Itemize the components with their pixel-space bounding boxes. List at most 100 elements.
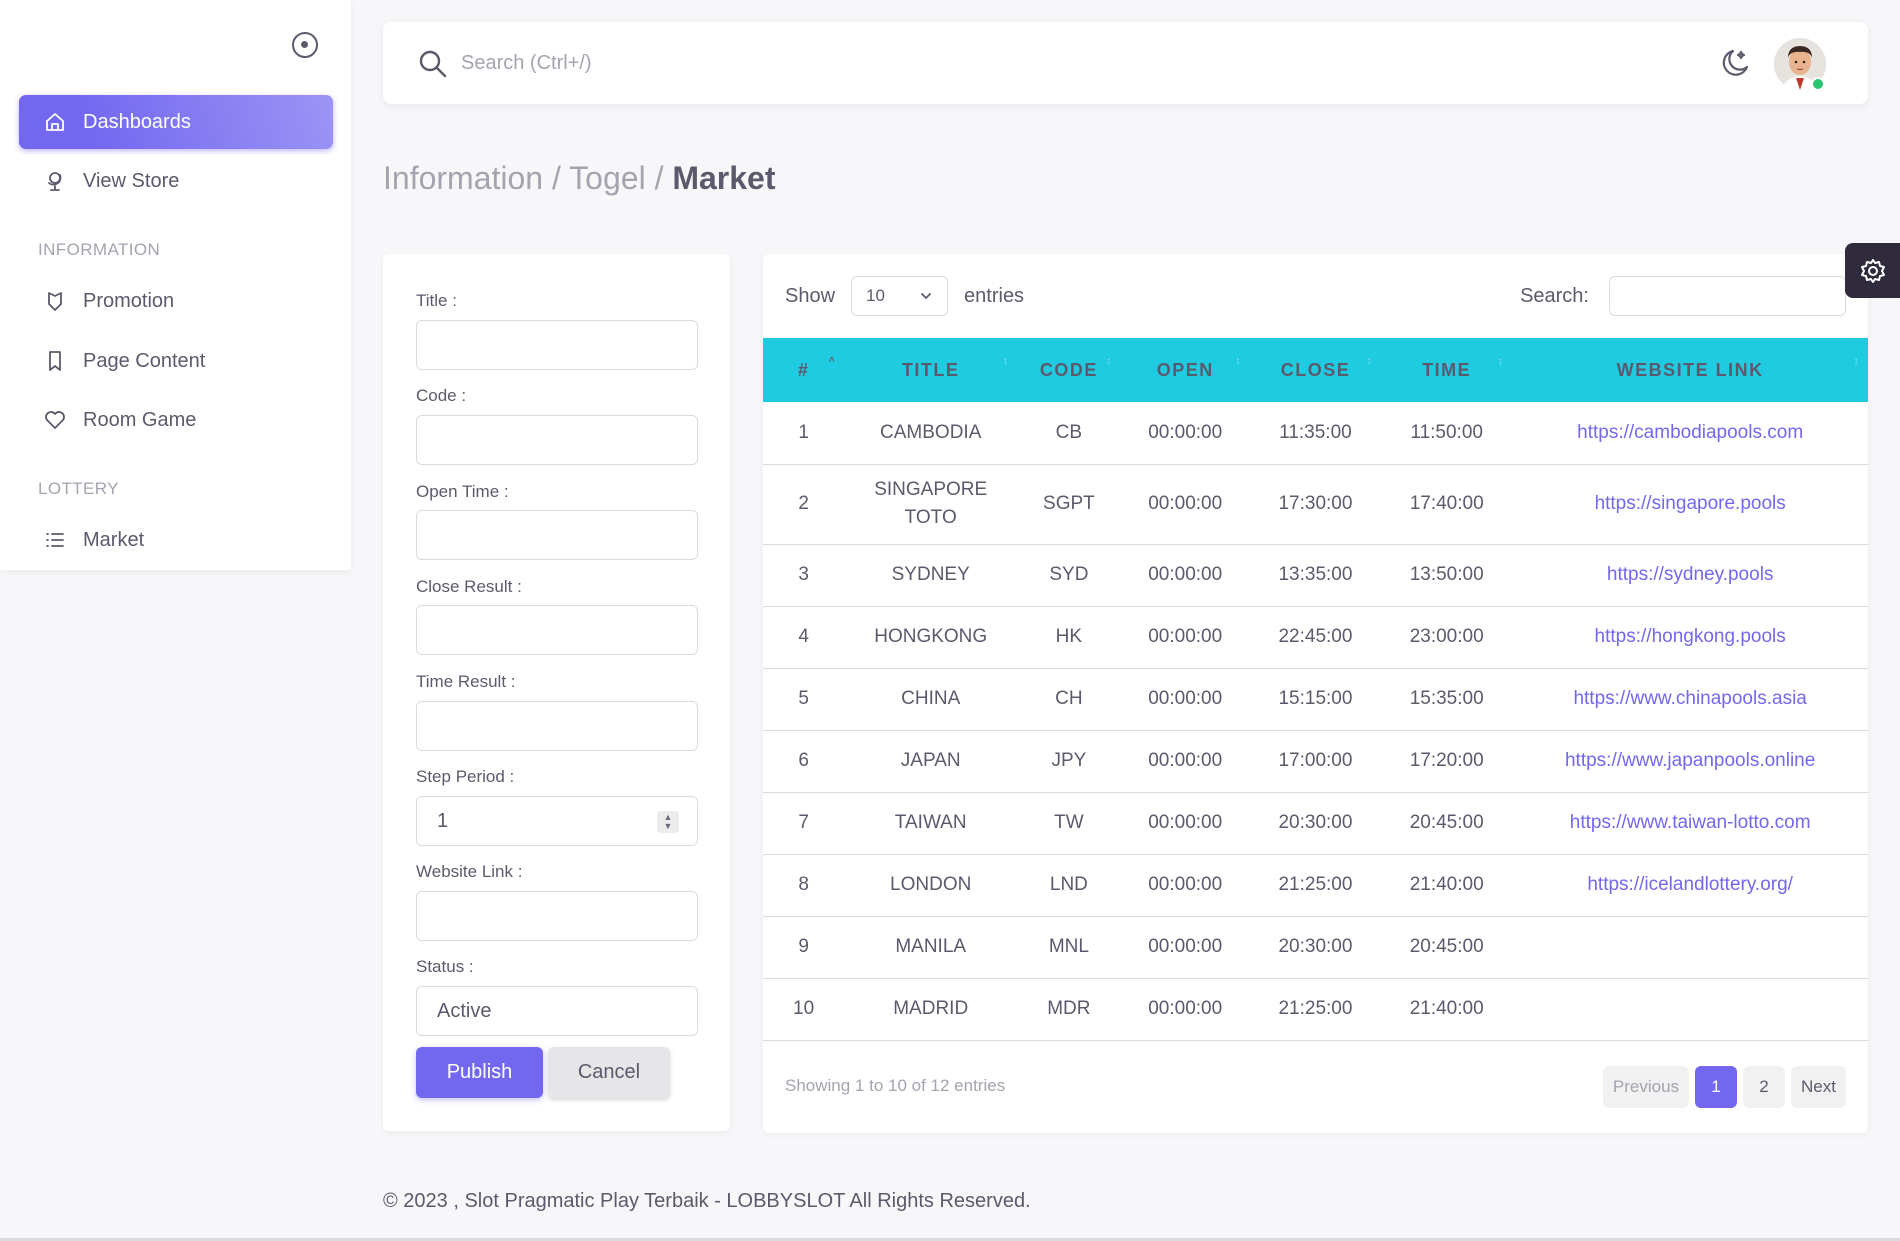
sidebar-item-label: Market [83, 528, 145, 551]
column-header-close[interactable]: CLOSE ↕ [1280, 356, 1374, 380]
top-navbar [383, 22, 1868, 104]
pagination-previous[interactable]: Previous [1602, 1066, 1690, 1108]
show-label: Show [785, 284, 836, 307]
breadcrumb-path: Information / Togel / [383, 160, 673, 196]
cell-code: SGPT [1017, 464, 1121, 545]
column-header-open[interactable]: OPEN ↕ [1156, 356, 1242, 380]
cell-open: 00:00:00 [1120, 402, 1250, 465]
time-result-label: Time Result : [416, 672, 516, 691]
sort-icon: ↕ [1853, 356, 1860, 367]
sidebar-item-market[interactable]: Market [19, 513, 333, 567]
cell-code: HK [1017, 606, 1121, 669]
cell-open: 00:00:00 [1120, 730, 1250, 793]
cell-website-link: https://sydney.pools [1512, 544, 1868, 607]
website-link[interactable]: https://singapore.pools [1594, 493, 1786, 514]
cell-time: 21:40:00 [1381, 978, 1513, 1041]
moon-icon[interactable] [1718, 46, 1752, 80]
sidebar-item-dashboards[interactable]: Dashboards [19, 95, 333, 149]
market-table-card: Show 10 entries Search: # ^ TITLE ↕ CODE ↕ … [763, 254, 1868, 1133]
cell-open: 00:00:00 [1120, 606, 1250, 669]
table-row: 5 CHINA CH 00:00:00 15:15:00 15:35:00 https://… [763, 668, 1868, 731]
sidebar-item-page-content[interactable]: Page Content [19, 334, 333, 388]
cell-title: SYDNEY [844, 544, 1018, 607]
website-link[interactable]: https://hongkong.pools [1594, 626, 1786, 647]
column-header-index[interactable]: # ^ [797, 356, 837, 380]
table-row: 6 JAPAN JPY 00:00:00 17:00:00 17:20:00 https:/… [763, 730, 1868, 793]
status-select[interactable]: Active [416, 986, 698, 1036]
pagination-next[interactable]: Next [1791, 1066, 1846, 1108]
table-row: 1 CAMBODIA CB 00:00:00 11:35:00 11:50:00 https… [763, 402, 1868, 465]
cell-time: 17:20:00 [1381, 730, 1513, 793]
list-icon [43, 528, 67, 552]
cell-website-link: https://icelandlottery.org/ [1512, 854, 1868, 917]
cell-time: 17:40:00 [1381, 464, 1513, 545]
search-icon[interactable] [417, 48, 449, 80]
sidebar-item-label: Promotion [83, 289, 175, 312]
open-time-label: Open Time : [416, 482, 509, 501]
shield-icon [43, 289, 67, 313]
cell-close: 20:30:00 [1249, 916, 1382, 979]
globe-stand-icon [43, 169, 67, 193]
cell-close: 22:45:00 [1249, 606, 1382, 669]
cell-website-link: https://www.chinapools.asia [1512, 668, 1868, 731]
sidebar-item-label: Page Content [83, 349, 206, 372]
step-period-field[interactable]: 1 ▲ ▼ [416, 796, 698, 846]
open-time-field[interactable] [416, 510, 698, 560]
cell-time: 20:45:00 [1381, 916, 1513, 979]
cell-index: 8 [763, 854, 845, 917]
close-result-field[interactable] [416, 605, 698, 655]
cell-close: 21:25:00 [1249, 854, 1382, 917]
table-row: 2 SINGAPORE TOTO SGPT 00:00:00 17:30:00 17:40… [763, 464, 1868, 545]
section-header-lottery: LOTTERY [38, 479, 119, 498]
table-row: 8 LONDON LND 00:00:00 21:25:00 21:40:00 https:… [763, 854, 1868, 917]
cell-close: 17:00:00 [1249, 730, 1382, 793]
pagination-page-2[interactable]: 2 [1743, 1066, 1786, 1108]
cancel-button[interactable]: Cancel [548, 1047, 670, 1098]
sidebar-toggle-icon[interactable] [292, 32, 318, 58]
title-label: Title : [416, 291, 457, 310]
time-result-field[interactable] [416, 701, 698, 751]
page-title: Market [672, 160, 776, 196]
close-result-label: Close Result : [416, 577, 522, 596]
website-link[interactable]: https://sydney.pools [1606, 564, 1774, 585]
step-period-label: Step Period : [416, 767, 515, 786]
cell-code: JPY [1017, 730, 1121, 793]
pagination-page-1[interactable]: 1 [1695, 1066, 1738, 1108]
number-stepper-icon[interactable]: ▲ ▼ [657, 811, 679, 833]
column-header-time[interactable]: TIME ↕ [1422, 356, 1505, 380]
cell-website-link: https://hongkong.pools [1512, 606, 1868, 669]
website-link[interactable]: https://www.taiwan-lotto.com [1569, 812, 1811, 833]
website-link[interactable]: https://www.japanpools.online [1564, 750, 1816, 771]
sidebar-item-view-store[interactable]: View Store [19, 154, 333, 208]
search-input[interactable] [461, 44, 1061, 82]
sidebar-item-label: Dashboards [83, 110, 191, 133]
table-row: 9 MANILA MNL 00:00:00 20:30:00 20:45:00 [763, 916, 1868, 979]
cell-website-link: https://www.taiwan-lotto.com [1512, 792, 1868, 855]
page-length-control: Show 10 entries [785, 276, 1024, 316]
title-field[interactable] [416, 320, 698, 370]
sidebar-item-room-game[interactable]: Room Game [19, 393, 333, 447]
column-header-title[interactable]: TITLE ↕ [901, 356, 1010, 380]
cell-close: 21:25:00 [1249, 978, 1382, 1041]
pagination: Previous 1 2 Next [1602, 1066, 1846, 1108]
website-link[interactable]: https://cambodiapools.com [1577, 421, 1804, 443]
bottom-divider [0, 1238, 1900, 1241]
cell-open: 00:00:00 [1120, 792, 1250, 855]
publish-button[interactable]: Publish [416, 1047, 543, 1098]
website-link[interactable]: https://icelandlottery.org/ [1587, 874, 1793, 895]
sidebar-item-promotion[interactable]: Promotion [19, 274, 333, 328]
table-info: Showing 1 to 10 of 12 entries [785, 1076, 1006, 1095]
website-link[interactable]: https://www.chinapools.asia [1573, 688, 1807, 709]
cell-close: 15:15:00 [1249, 668, 1382, 731]
column-header-website-link[interactable]: WEBSITE LINK ↕ [1616, 356, 1860, 380]
column-header-code[interactable]: CODE ↕ [1039, 356, 1113, 380]
cell-website-link: https://singapore.pools [1512, 464, 1868, 545]
page-length-select[interactable]: 10 [851, 276, 949, 316]
code-field[interactable] [416, 415, 698, 465]
cell-index: 9 [763, 916, 845, 979]
customizer-toggle[interactable] [1845, 243, 1900, 298]
cell-title: JAPAN [844, 730, 1018, 793]
table-search-input[interactable] [1609, 276, 1846, 316]
website-link-field[interactable] [416, 891, 698, 941]
cell-open: 00:00:00 [1120, 668, 1250, 731]
